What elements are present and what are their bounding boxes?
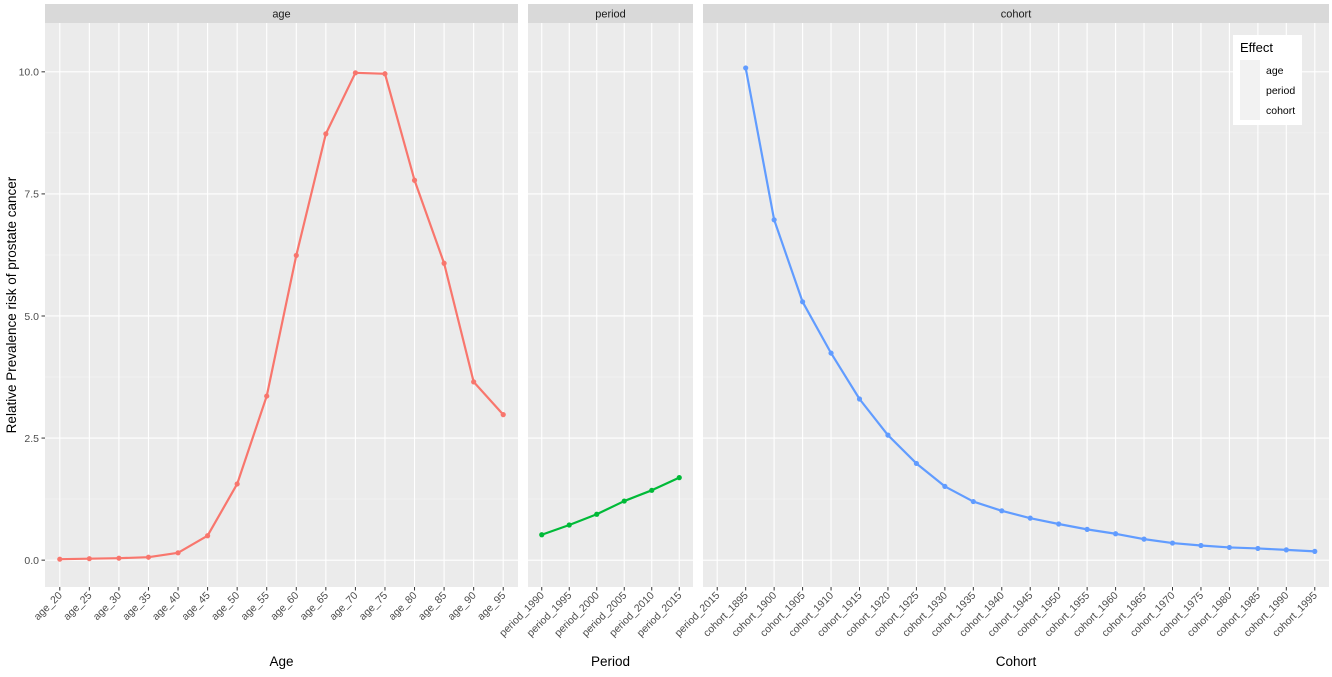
data-point-cohort xyxy=(1312,548,1318,554)
legend-label-age: age xyxy=(1266,65,1284,77)
facet-strip-cohort xyxy=(703,4,1329,23)
panel-background-cohort xyxy=(703,23,1329,587)
x-axis-title-period: Period xyxy=(591,654,630,669)
x-tick-label: age_80 xyxy=(386,590,419,623)
x-tick-label: age_50 xyxy=(209,590,242,623)
data-point-cohort xyxy=(1255,545,1261,552)
x-tick-label: age_70 xyxy=(327,590,360,623)
data-point-age xyxy=(382,71,388,77)
facet-strip-period xyxy=(528,4,693,23)
data-point-cohort xyxy=(1027,515,1033,521)
data-point-cohort xyxy=(828,350,834,356)
x-tick-label: age_20 xyxy=(32,590,65,623)
x-tick-label: age_90 xyxy=(446,590,479,623)
data-point-period xyxy=(676,475,682,481)
y-tick-label: 0.0 xyxy=(24,555,39,567)
legend-key-age xyxy=(1240,60,1260,80)
data-point-age xyxy=(352,70,359,76)
data-point-cohort xyxy=(1226,544,1233,551)
x-tick-label: age_25 xyxy=(61,590,94,623)
legend-label-period: period xyxy=(1266,85,1295,97)
x-tick-label: age_85 xyxy=(416,590,449,623)
data-point-age xyxy=(175,550,181,556)
legend-title: Effect xyxy=(1240,40,1273,55)
y-axis-title: Relative Prevalence risk of prostate can… xyxy=(4,176,19,433)
x-axis-title-cohort: Cohort xyxy=(996,654,1037,669)
data-point-cohort xyxy=(942,483,948,490)
series-line-period xyxy=(541,476,680,536)
data-point-cohort xyxy=(970,498,976,505)
data-point-cohort xyxy=(1141,536,1147,542)
legend-label-cohort: cohort xyxy=(1266,105,1295,117)
x-axis-title-age: Age xyxy=(269,654,293,669)
data-point-cohort xyxy=(999,508,1005,514)
series-line-age xyxy=(59,71,505,561)
data-point-cohort xyxy=(743,65,749,71)
data-point-age xyxy=(500,412,506,418)
x-tick-label: age_75 xyxy=(357,590,390,623)
data-point-age xyxy=(411,177,418,183)
data-point-cohort xyxy=(799,299,806,305)
data-point-period xyxy=(621,498,627,504)
data-point-cohort xyxy=(1056,521,1062,527)
data-point-period xyxy=(539,532,545,538)
x-tick-label: age_30 xyxy=(91,590,124,623)
facet-strip-age xyxy=(45,4,518,23)
y-tick-label: 2.5 xyxy=(24,433,39,445)
data-point-cohort xyxy=(1169,540,1176,546)
data-point-age xyxy=(145,554,152,560)
facet-strip-label-age: age xyxy=(272,9,290,21)
panel-background-period xyxy=(528,23,693,587)
data-point-age xyxy=(116,555,122,561)
panel-background-age xyxy=(45,23,518,587)
x-tick-label: age_35 xyxy=(120,590,153,623)
x-tick-label: age_55 xyxy=(239,590,272,623)
data-point-period xyxy=(566,522,572,528)
x-tick-label: age_65 xyxy=(298,590,331,623)
data-point-cohort xyxy=(856,396,863,402)
x-tick-label: age_60 xyxy=(268,590,301,623)
data-point-age xyxy=(86,556,92,562)
data-point-age xyxy=(234,481,240,487)
facet-strip-label-period: period xyxy=(595,9,626,21)
y-tick-label: 5.0 xyxy=(24,311,39,323)
data-point-age xyxy=(293,252,299,259)
y-tick-label: 10.0 xyxy=(19,67,40,79)
data-point-period xyxy=(649,487,655,493)
data-point-cohort xyxy=(1198,542,1204,549)
data-point-cohort xyxy=(771,217,777,223)
data-point-age xyxy=(441,260,447,266)
x-tick-label: age_95 xyxy=(475,590,508,623)
x-tick-label: age_45 xyxy=(179,590,212,623)
data-point-cohort xyxy=(1283,547,1289,553)
legend-key-cohort xyxy=(1240,100,1260,120)
y-tick-label: 7.5 xyxy=(24,189,39,201)
data-point-age xyxy=(204,533,211,539)
data-point-cohort xyxy=(913,460,920,467)
data-point-age xyxy=(323,131,329,137)
data-point-cohort xyxy=(1084,526,1090,532)
data-point-period xyxy=(594,511,600,517)
data-point-cohort xyxy=(885,432,891,438)
data-point-age xyxy=(57,556,63,562)
legend-key-period xyxy=(1240,80,1260,100)
data-point-cohort xyxy=(1112,531,1119,537)
facet-strip-label-cohort: cohort xyxy=(1001,9,1032,21)
data-point-age xyxy=(471,379,477,385)
data-point-age xyxy=(264,393,270,399)
x-tick-label: age_40 xyxy=(150,590,183,623)
